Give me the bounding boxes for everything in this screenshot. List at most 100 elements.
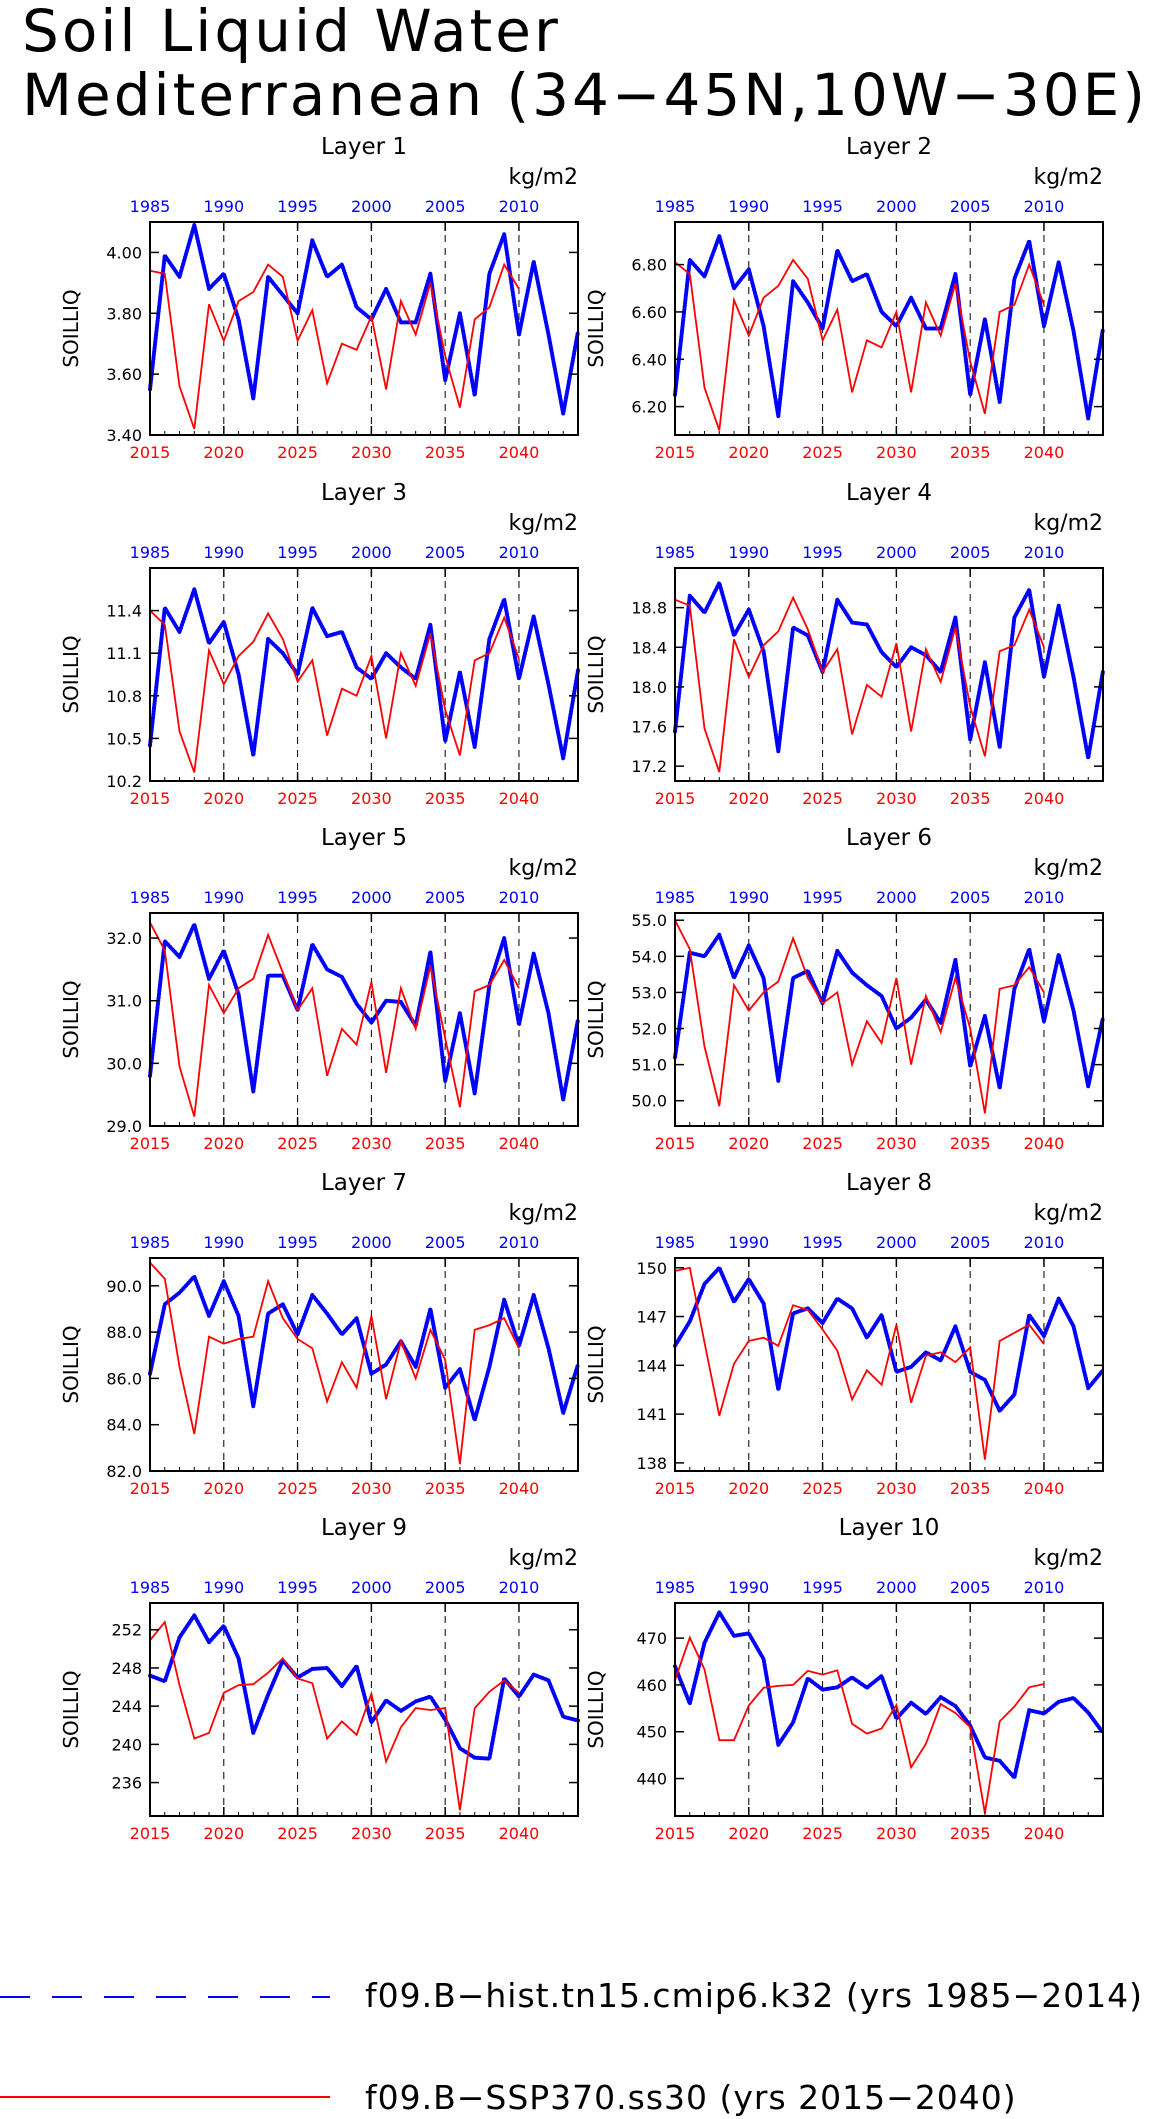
x-tick-label-bottom: 2035 xyxy=(950,1134,991,1153)
x-tick-label-top: 1990 xyxy=(203,1233,244,1252)
x-tick-label-bottom: 2040 xyxy=(499,1134,540,1153)
y-tick-label: 18.4 xyxy=(631,638,667,657)
series-line-hist xyxy=(148,1613,580,1761)
y-tick-label: 141 xyxy=(636,1405,667,1424)
x-tick-label-bottom: 2035 xyxy=(950,789,991,808)
series-line-hist xyxy=(673,1610,1105,1780)
series-line-ssp xyxy=(674,919,1045,1114)
x-tick-label-bottom: 2015 xyxy=(655,1824,696,1843)
x-tick-label-bottom: 2030 xyxy=(351,789,392,808)
units-label: kg/m2 xyxy=(508,511,578,536)
x-tick-label-bottom: 2040 xyxy=(499,443,540,462)
x-tick-label-bottom: 2025 xyxy=(277,443,318,462)
page-title-line-2: Mediterranean (34−45N,10W−30E) xyxy=(22,61,1148,129)
x-tick-label-top: 2000 xyxy=(351,888,392,907)
series-line-hist xyxy=(673,234,1105,421)
chart-panel-6: Layer 6 kg/m2 2015 2020 2025 2030 2035 2040 1985… xyxy=(584,825,1105,1153)
x-tick-label-bottom: 2015 xyxy=(130,789,171,808)
x-tick-label-bottom: 2040 xyxy=(1024,1824,1065,1843)
y-tick-label: 3.60 xyxy=(106,365,142,384)
x-tick-label-top: 2000 xyxy=(351,543,392,562)
series-line-hist xyxy=(148,223,580,416)
x-tick-label-bottom: 2035 xyxy=(425,1134,466,1153)
x-tick-label-bottom: 2020 xyxy=(203,1134,244,1153)
x-tick-label-top: 1995 xyxy=(802,888,843,907)
x-tick-label-top: 1995 xyxy=(277,1233,318,1252)
x-tick-label-top: 1990 xyxy=(728,543,769,562)
y-tick-label: 86.0 xyxy=(106,1369,142,1388)
x-tick-label-top: 1995 xyxy=(277,1578,318,1597)
x-tick-label-top: 1990 xyxy=(203,543,244,562)
x-tick-label-bottom: 2025 xyxy=(802,443,843,462)
x-tick-label-top: 1985 xyxy=(130,543,171,562)
x-tick-label-top: 1985 xyxy=(655,888,696,907)
y-axis-label: SOILLIQ xyxy=(584,635,608,713)
x-tick-label-bottom: 2030 xyxy=(876,789,917,808)
chart-panel-7: Layer 7 kg/m2 2015 2020 2025 2030 2035 2040 1985… xyxy=(59,1170,580,1498)
x-tick-label-top: 1995 xyxy=(802,197,843,216)
y-tick-label: 82.0 xyxy=(106,1462,142,1481)
plot-frame xyxy=(674,912,1104,1127)
x-tick-label-bottom: 2035 xyxy=(950,1479,991,1498)
y-tick-label: 17.2 xyxy=(631,757,667,776)
x-tick-label-bottom: 2015 xyxy=(655,789,696,808)
y-tick-label: 29.0 xyxy=(106,1117,142,1136)
y-tick-label: 84.0 xyxy=(106,1416,142,1435)
y-axis-label: SOILLIQ xyxy=(59,1325,83,1403)
x-tick-label-top: 2010 xyxy=(1024,543,1065,562)
y-tick-label: 32.0 xyxy=(106,929,142,948)
x-tick-label-top: 1990 xyxy=(203,888,244,907)
x-tick-label-bottom: 2020 xyxy=(728,443,769,462)
x-tick-label-top: 2000 xyxy=(876,888,917,907)
x-tick-label-top: 1995 xyxy=(277,543,318,562)
y-axis-label: SOILLIQ xyxy=(584,1670,608,1748)
y-tick-label: 138 xyxy=(636,1454,667,1473)
panel-title: Layer 7 xyxy=(321,1170,407,1196)
series-line-ssp xyxy=(149,262,520,430)
series-line-ssp xyxy=(149,1261,520,1465)
units-label: kg/m2 xyxy=(508,1546,578,1571)
y-axis-label: SOILLIQ xyxy=(584,289,608,367)
x-tick-label-top: 2005 xyxy=(950,543,991,562)
x-tick-label-bottom: 2030 xyxy=(876,1134,917,1153)
y-tick-label: 55.0 xyxy=(631,911,667,930)
panel-title: Layer 1 xyxy=(321,134,407,160)
y-tick-label: 52.0 xyxy=(631,1020,667,1039)
x-tick-label-top: 1995 xyxy=(802,543,843,562)
x-tick-label-top: 1990 xyxy=(203,1578,244,1597)
y-axis-label: SOILLIQ xyxy=(584,980,608,1058)
y-tick-label: 10.8 xyxy=(106,687,142,706)
x-tick-label-bottom: 2025 xyxy=(802,789,843,808)
units-label: kg/m2 xyxy=(1033,1546,1103,1571)
x-tick-label-bottom: 2035 xyxy=(425,443,466,462)
y-tick-label: 50.0 xyxy=(631,1092,667,1111)
x-tick-label-top: 1990 xyxy=(728,197,769,216)
x-tick-label-bottom: 2025 xyxy=(802,1134,843,1153)
x-tick-label-bottom: 2030 xyxy=(351,1824,392,1843)
y-tick-label: 460 xyxy=(636,1676,667,1695)
x-tick-label-top: 1985 xyxy=(130,1578,171,1597)
y-tick-label: 53.0 xyxy=(631,983,667,1002)
x-tick-label-bottom: 2035 xyxy=(950,443,991,462)
x-tick-label-bottom: 2030 xyxy=(351,1134,392,1153)
y-tick-label: 147 xyxy=(636,1308,667,1327)
x-tick-label-top: 2005 xyxy=(425,888,466,907)
x-tick-label-top: 2010 xyxy=(1024,197,1065,216)
chart-panel-10: Layer 10 kg/m2 2015 2020 2025 2030 2035 2040 198… xyxy=(584,1515,1105,1843)
x-tick-label-top: 1995 xyxy=(277,888,318,907)
y-tick-label: 4.00 xyxy=(106,243,142,262)
y-tick-label: 6.60 xyxy=(631,303,667,322)
x-tick-label-bottom: 2025 xyxy=(802,1824,843,1843)
x-tick-label-top: 2000 xyxy=(876,543,917,562)
y-tick-label: 11.4 xyxy=(106,602,142,621)
x-tick-label-top: 1985 xyxy=(655,543,696,562)
x-tick-label-bottom: 2020 xyxy=(728,1479,769,1498)
y-tick-label: 54.0 xyxy=(631,947,667,966)
y-tick-label: 248 xyxy=(111,1659,142,1678)
x-tick-label-top: 2010 xyxy=(1024,1233,1065,1252)
series-line-ssp xyxy=(149,1620,520,1811)
x-tick-label-top: 2010 xyxy=(499,543,540,562)
chart-panel-5: Layer 5 kg/m2 2015 2020 2025 2030 2035 2040 1985… xyxy=(59,825,580,1153)
legend-label-hist: f09.B−hist.tn15.cmip6.k32 (yrs 1985−2014… xyxy=(365,1976,1144,2015)
